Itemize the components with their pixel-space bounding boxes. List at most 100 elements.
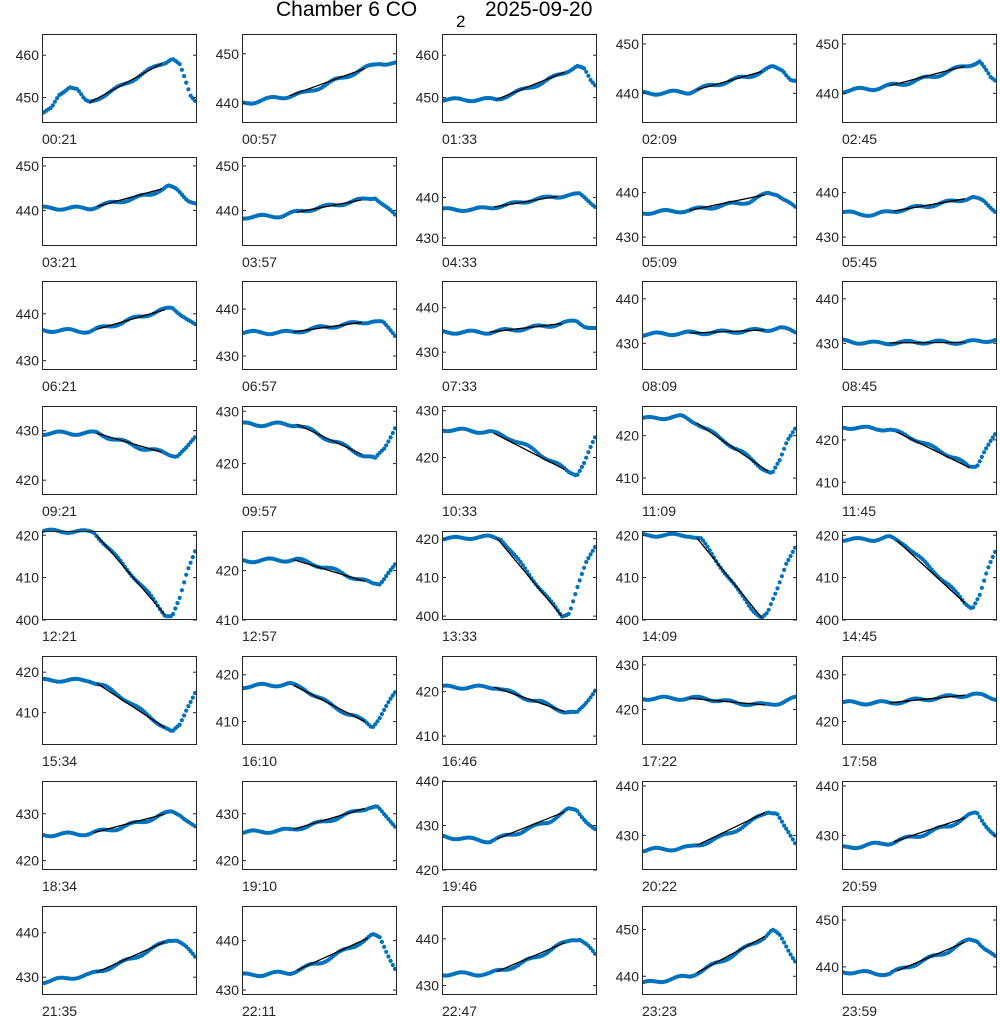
fit-line (293, 321, 362, 333)
y-tick-label: 430 (416, 978, 440, 994)
data-point (179, 67, 184, 72)
subplot-0621: 430 440 06:21 (16, 281, 198, 394)
axes-frame (42, 281, 197, 370)
y-tick-label: 400 (616, 612, 640, 628)
subplot-axes: 420 430 (816, 656, 998, 745)
fit-line (493, 686, 566, 713)
title-date: 2025-09-20 (485, 0, 593, 21)
data-point (388, 958, 393, 963)
y-tick-label: 440 (216, 95, 240, 111)
y-tick-label: 430 (816, 229, 840, 245)
subplot-0733: 430 440 07:33 (416, 281, 598, 394)
data-point (586, 450, 591, 455)
fit-line (496, 71, 566, 100)
data-point (982, 578, 987, 583)
axes-frame (442, 281, 597, 370)
data-point (390, 430, 395, 436)
data-point (986, 442, 991, 447)
axes-frame (42, 531, 197, 620)
subplot-axes: 420 430 (216, 781, 398, 870)
y-tick-label: 430 (416, 344, 440, 360)
y-tick-label: 430 (416, 818, 440, 834)
y-tick-label: 440 (616, 968, 640, 984)
data-point (382, 707, 387, 713)
fit-line (889, 65, 965, 87)
subplot-axes: 450 460 (416, 34, 598, 123)
data-point (586, 698, 591, 703)
y-tick-label: 420 (16, 527, 40, 543)
fit-line (88, 62, 163, 104)
axes-frame (242, 34, 397, 123)
y-tick-label: 420 (216, 853, 240, 869)
axes-frame (242, 531, 397, 620)
fit-line (889, 694, 965, 704)
data-point (50, 103, 55, 108)
data-point (577, 468, 582, 473)
fit-line (296, 937, 369, 971)
subplot-axes: 440 450 (616, 34, 798, 123)
y-tick-label: 440 (16, 202, 40, 218)
data-point (382, 944, 387, 949)
subplot-axes: 410 420 (416, 656, 598, 745)
subplot-0845: 430 440 08:45 (816, 281, 998, 394)
y-tick-label: 440 (16, 306, 40, 322)
y-tick-label: 410 (216, 714, 240, 730)
y-tick-label: 440 (16, 925, 40, 941)
data-point (771, 469, 776, 474)
data-point (175, 601, 180, 606)
data-point (582, 460, 587, 466)
subplot-0657: 430 440 06:57 (216, 281, 398, 394)
data-point (773, 591, 778, 596)
axes-frame (242, 906, 397, 995)
subplot-time-label: 16:46 (442, 753, 478, 769)
fit-line (296, 423, 363, 455)
data-point (184, 708, 189, 713)
axes-frame (842, 531, 997, 620)
data-point (979, 61, 984, 66)
data-point (182, 74, 187, 79)
subplot-axes: 430 440 (616, 281, 798, 370)
axes-frame (242, 281, 397, 370)
subplot-axes: 430 440 (816, 778, 998, 870)
y-tick-label: 440 (616, 778, 640, 794)
data-point (52, 99, 57, 104)
data-point (55, 96, 60, 101)
y-tick-label: 430 (16, 806, 40, 822)
data-point (590, 692, 595, 697)
subplot-axes: 430 440 (616, 778, 798, 870)
subplot-time-label: 08:45 (842, 378, 878, 394)
subplot-axes: 430 440 (16, 281, 198, 370)
fit-line (896, 431, 970, 469)
subplot-axes: 420 430 (16, 781, 198, 870)
y-tick-label: 440 (416, 300, 440, 316)
subplot-time-label: 07:33 (442, 378, 478, 394)
subplot-time-label: 17:58 (842, 753, 878, 769)
data-point (186, 87, 191, 92)
data-point (586, 556, 591, 561)
y-tick-label: 440 (816, 778, 840, 794)
subplot-0921: 420 430 09:21 (16, 406, 198, 519)
y-tick-label: 450 (16, 90, 40, 106)
data-point (566, 611, 571, 616)
subplot-2323: 440 450 23:23 (616, 906, 798, 1019)
data-point (182, 713, 187, 718)
subplot-axes: 440 450 (216, 34, 398, 123)
subplot-time-label: 05:09 (642, 254, 678, 270)
data-point (784, 826, 789, 831)
subplot-axes: 440 450 (616, 906, 798, 995)
axes-frame (242, 406, 397, 495)
data-point (782, 567, 787, 572)
subplot-time-label: 22:47 (442, 1003, 478, 1019)
data-point (777, 580, 782, 585)
subplot-1221: 400 410 420 12:21 (16, 527, 198, 644)
fit-line (696, 70, 762, 91)
y-tick-label: 430 (616, 229, 640, 245)
y-tick-label: 430 (416, 403, 440, 419)
subplot-time-label: 19:46 (442, 878, 478, 894)
data-point (186, 704, 191, 709)
y-tick-label: 430 (16, 353, 40, 369)
data-point (190, 555, 195, 560)
data-point (386, 570, 391, 575)
y-tick-label: 430 (616, 827, 640, 843)
axes-frame (442, 531, 597, 620)
